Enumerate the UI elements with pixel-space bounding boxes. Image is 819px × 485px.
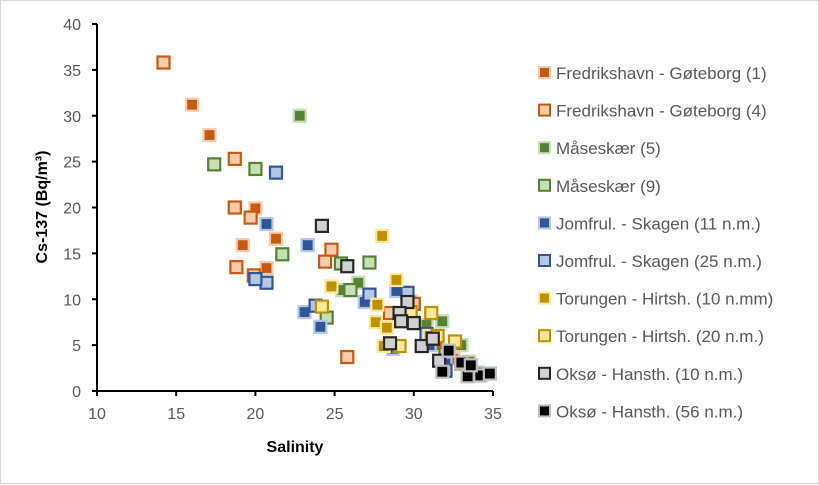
legend-entry: Måseskær (9) [556,177,661,196]
legend-marker [538,103,551,117]
legend-entry: Oksø - Hansth. (56 n.m.) [556,402,743,421]
data-point-series-3 [207,157,222,172]
legend-marker [538,404,551,418]
y-tick-label: 10 [63,292,81,309]
y-tick-label: 25 [63,155,81,172]
data-point-series-8 [400,294,415,310]
data-point-series-6 [370,297,385,312]
data-point-series-8 [394,314,409,329]
data-point-series-8 [414,338,429,354]
legend-marker [538,66,551,79]
data-point-series-6 [324,279,339,294]
legend-entry: Fredrikshavn - Gøteborg (1) [556,64,767,83]
y-tick-label: 30 [63,109,81,126]
y-axis-title: Cs-137 (Bq/m³) [34,151,51,264]
legend-entry: Jomfrul. - Skagen (25 n.m.) [556,252,762,271]
x-tick-label: 35 [484,406,502,423]
x-tick-label: 10 [88,406,106,423]
y-tick-label: 15 [63,246,81,263]
legend-marker [538,216,551,230]
data-point-series-9 [441,343,456,358]
data-point-series-8 [406,316,421,331]
x-tick-label: 15 [167,406,185,423]
data-point-series-0 [235,238,250,253]
legend-entry: Måseskær (5) [556,139,661,158]
data-point-series-8 [382,336,398,351]
data-point-series-1 [317,254,333,269]
x-tick-label: 30 [405,406,423,423]
data-point-series-2 [435,314,450,329]
data-point-series-0 [202,127,217,143]
data-point-series-7 [424,305,439,321]
legend-marker [538,141,551,155]
y-tick-label: 20 [63,201,81,218]
data-point-series-6 [379,320,394,335]
y-tick-label: 0 [72,384,81,401]
data-point-series-2 [292,108,307,123]
y-tick-label: 40 [63,17,81,34]
data-point-series-4 [300,238,315,253]
data-point-series-6 [389,272,404,288]
legend-entry: Jomfrul. - Skagen (11 n.m.) [556,214,761,233]
data-point-series-9 [435,364,450,379]
data-point-series-0 [259,260,274,276]
legend-marker [538,254,551,267]
data-point-series-1 [227,200,242,215]
data-point-series-1 [324,242,339,257]
data-point-series-8 [314,218,330,233]
data-point-series-5 [268,165,284,180]
data-point-series-3 [362,255,377,270]
legend-entry: Fredrikshavn - Gøteborg (4) [556,102,767,121]
legend-marker [538,291,551,305]
data-point-series-4 [259,216,274,232]
data-point-series-9 [482,366,497,381]
data-point-series-1 [156,55,171,70]
legend-marker [538,366,551,380]
legend-entry: Torungen - Hirtsh. (20 n.m.) [556,327,764,346]
x-tick-label: 25 [326,406,344,423]
data-point-series-7 [314,299,330,314]
x-tick-label: 20 [247,406,265,423]
data-point-series-0 [268,231,284,246]
data-point-series-1 [340,349,355,365]
data-point-series-9 [463,358,478,373]
data-point-series-4 [313,319,328,334]
data-point-series-1 [227,151,242,166]
data-point-series-6 [375,228,390,244]
legend-entry: Oksø - Hansth. (10 n.m.) [556,365,743,384]
data-point-series-1 [229,260,244,275]
data-point-series-8 [425,331,440,346]
data-point-series-8 [340,259,355,274]
legend-marker [538,178,551,192]
y-tick-label: 35 [63,63,81,80]
data-point-series-3 [248,161,263,177]
data-point-series-0 [184,97,200,112]
legend: Fredrikshavn - Gøteborg (1) Fredrikshavn … [538,64,773,421]
y-tick-label: 5 [72,338,81,355]
x-axis-title: Salinity [267,439,324,456]
legend-entry: Torungen - Hirtsh. (10 n.mm) [556,290,773,309]
data-point-series-3 [343,282,358,298]
legend-marker [538,329,551,343]
data-point-series-5 [248,271,263,287]
data-point-series-1 [243,210,258,225]
data-point-series-3 [275,247,290,262]
